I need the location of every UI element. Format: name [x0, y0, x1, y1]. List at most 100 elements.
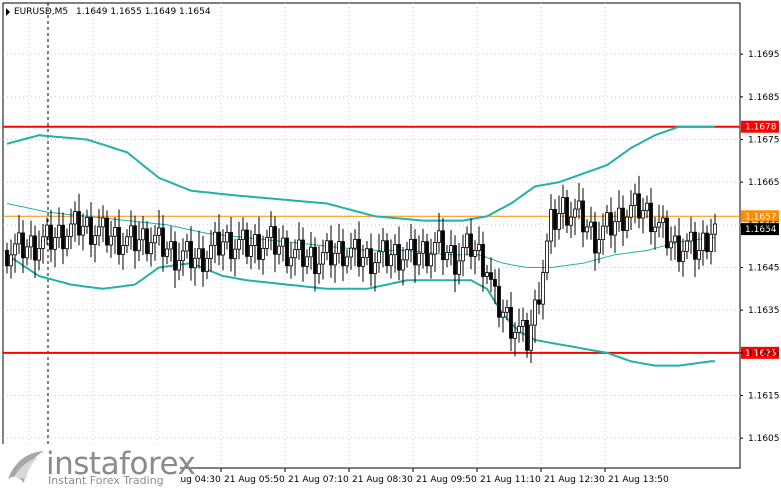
y-tick-label: 1.1605: [748, 434, 780, 444]
broker-logo: instaforex Instant Forex Trading: [0, 444, 196, 489]
candle-bull: [501, 311, 505, 318]
candle-bull: [97, 226, 101, 237]
candle-bull: [513, 331, 517, 339]
band-lower: [6, 253, 715, 367]
candle-bear: [229, 231, 233, 260]
candle-bear: [301, 239, 305, 267]
candle-bull: [661, 217, 665, 223]
candle-bear: [537, 299, 541, 305]
candle-bear: [117, 226, 121, 255]
x-tick-label: 21 Aug 04:30: [160, 475, 221, 485]
candle-bull: [617, 207, 621, 223]
chart-header: EURUSD,M5 1.1649 1.1655 1.1649 1.1654: [6, 7, 211, 17]
candle-bull: [697, 250, 701, 260]
candle-bull: [9, 254, 13, 267]
candle-bull: [605, 212, 609, 227]
candle-bull: [169, 241, 173, 250]
candle-bull: [85, 217, 89, 227]
candle-bull: [261, 248, 265, 260]
level-tag-support: [741, 346, 779, 359]
candle-bear: [665, 217, 669, 249]
candle-bear: [581, 200, 585, 233]
candle-bear: [21, 232, 25, 259]
candle-bull: [701, 232, 705, 251]
vertical-grid: [28, 3, 606, 468]
candle-bull: [121, 245, 125, 255]
candle-bull: [517, 325, 521, 333]
current-price-tag: [741, 223, 779, 236]
candle-bull: [549, 209, 553, 242]
candle-bear: [693, 231, 697, 260]
candle-bull: [625, 216, 629, 231]
candle-bear: [173, 241, 177, 271]
band-middle: [6, 203, 715, 268]
candle-bull: [193, 257, 197, 269]
candle-bear: [425, 241, 429, 267]
candle-bull: [521, 319, 525, 327]
candle-bear: [285, 237, 289, 267]
candle-bull: [317, 263, 321, 275]
candle-bear: [509, 306, 513, 339]
candle-bull: [233, 248, 237, 260]
x-tick-label: 21 Aug 08:30: [352, 475, 413, 485]
candle-bull: [573, 208, 577, 218]
candle-bull: [461, 247, 465, 262]
candle-bull: [689, 231, 693, 242]
candle-bull: [561, 197, 565, 214]
candle-bull: [613, 221, 617, 236]
candle-bear: [329, 240, 333, 266]
candle-bull: [345, 256, 349, 267]
candle-bull: [53, 237, 57, 250]
candle-bull: [409, 238, 413, 250]
candle-bull: [437, 230, 441, 243]
level-label: 1.1625: [745, 349, 777, 359]
logo-tagline: Instant Forex Trading: [48, 474, 164, 487]
y-tick-label: 1.1655: [748, 221, 780, 231]
logo-swoosh-icon: [8, 451, 44, 483]
candle-bull: [209, 244, 213, 259]
candle-bull: [477, 244, 481, 251]
candle-bull: [505, 306, 509, 313]
candle-bear: [493, 279, 497, 287]
candle-bear: [593, 221, 597, 254]
candle-bear: [453, 245, 457, 275]
candle-bull: [237, 239, 241, 250]
candle-bull: [197, 248, 201, 259]
candle-bull: [281, 237, 285, 247]
candle-bull: [269, 226, 273, 238]
collapse-arrow-icon[interactable]: [6, 8, 10, 16]
candle-bull: [589, 221, 593, 228]
candle-bear: [637, 193, 641, 219]
candle-bear: [489, 272, 493, 280]
candle-bull: [289, 257, 293, 267]
candle-bull: [393, 244, 397, 256]
candle-bull: [421, 241, 425, 254]
candle-bear: [61, 224, 65, 250]
candle-bull: [669, 241, 673, 249]
candle-bull: [709, 233, 713, 252]
candle-bull: [485, 272, 489, 277]
candle-bear: [357, 238, 361, 267]
x-tick-label: 21 Aug 13:50: [608, 475, 669, 485]
current-price-label: 1.1654: [745, 225, 777, 235]
candle-bear: [649, 202, 653, 233]
candle-bear: [133, 225, 137, 252]
candle-bull: [645, 202, 649, 212]
candle-bear: [313, 246, 317, 275]
candle-bull: [241, 229, 245, 241]
candle-bear: [441, 230, 445, 261]
candle-bear: [705, 232, 709, 252]
candle-bull: [137, 239, 141, 252]
candle-bull: [333, 252, 337, 266]
candle-bear: [525, 319, 529, 351]
candle-bull: [93, 235, 97, 245]
candle-bull: [165, 248, 169, 257]
level-tag-resistance: [741, 120, 779, 133]
candle-bull: [361, 257, 365, 267]
candle-bear: [257, 234, 261, 260]
candle-bull: [293, 249, 297, 259]
candle-bull: [13, 243, 17, 256]
candle-bull: [541, 272, 545, 305]
candle-bull: [29, 235, 33, 248]
